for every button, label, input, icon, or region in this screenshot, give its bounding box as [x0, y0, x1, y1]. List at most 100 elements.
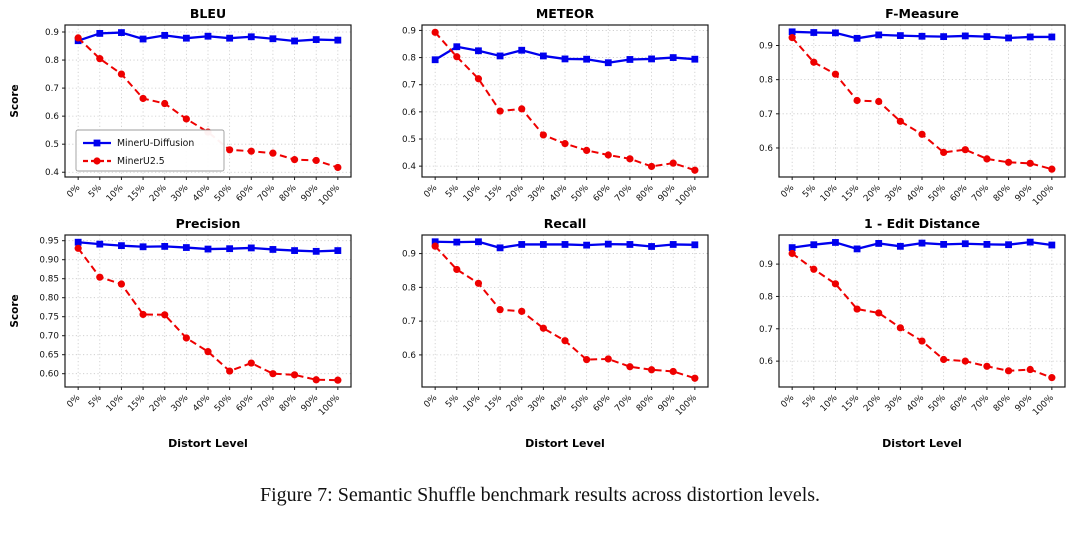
y-tick-label: 0.95 — [39, 237, 59, 247]
y-tick-label: 0.60 — [39, 370, 59, 380]
x-tick-label: 5% — [801, 183, 818, 200]
tick-labels: 0.600.650.700.750.800.850.900.950% 5% 10% 1… — [39, 237, 342, 418]
y-axis-label: Score — [9, 294, 21, 327]
x-tick-label: 20% — [148, 393, 169, 414]
y-tick-label: 0.75 — [39, 313, 59, 323]
axis-ticks — [776, 263, 1053, 390]
x-tick-label: 70% — [613, 183, 634, 204]
x-tick-label: 0% — [65, 393, 82, 410]
x-tick-label: 40% — [191, 393, 212, 414]
tick-labels: 0.60.70.80.90% 5% 10% 15% 20% 30% 40% 50% 60% 70%… — [402, 250, 699, 418]
x-tick-label: 10% — [462, 183, 483, 204]
y-tick-label: 0.70 — [39, 332, 59, 342]
x-tick-label: 10% — [104, 183, 125, 204]
x-tick-label: 5% — [444, 183, 461, 200]
series-MinerU2.5 — [788, 34, 1056, 173]
x-tick-label: 20% — [505, 183, 526, 204]
legend: MinerU-Diffusion MinerU2.5 — [75, 129, 225, 172]
chart-title: 1 - Edit Distance — [864, 216, 980, 231]
y-tick-label: 0.9 — [759, 260, 773, 270]
x-tick-label: 70% — [256, 183, 277, 204]
x-tick-label: 40% — [906, 183, 927, 204]
y-tick-label: 0.9 — [45, 28, 59, 38]
x-tick-label: 50% — [213, 393, 234, 414]
chart-recall: 0.6 0.7 0.8 0.9 0% 5% 10% 15% 20% 30% 40% 50% 60% 70%… — [361, 216, 718, 458]
series-MinerU2.5 — [74, 244, 342, 384]
x-tick-label: 5% — [444, 393, 461, 410]
chart-edit-distance: 0.6 0.7 0.8 0.9 0% 5% 10% 15% 20% 30% 40% 50% 60% 70%… — [719, 216, 1076, 458]
gridlines — [64, 235, 351, 387]
x-tick-label: 100% — [1031, 393, 1056, 418]
gridlines — [779, 235, 1066, 387]
chart-svg-edit-distance: 0.6 0.7 0.8 0.9 0% 5% 10% 15% 20% 30% 40% 50% 60% 70%… — [759, 216, 1066, 450]
x-tick-label: 50% — [213, 183, 234, 204]
x-axis-label: Distort Level — [525, 437, 605, 450]
y-tick-label: 0.4 — [45, 168, 59, 178]
series-MinerU2.5 — [788, 249, 1056, 382]
x-tick-label: 60% — [949, 183, 970, 204]
charts-grid: 0.4 0.5 0.6 0.7 0.8 0.9 0% 5% 10% 15% 20% 30% 40% 50%… — [4, 6, 1076, 458]
x-tick-label: 40% — [191, 183, 212, 204]
x-tick-label: 60% — [949, 393, 970, 414]
x-tick-label: 100% — [317, 183, 342, 208]
series-MinerU-Diffusion — [431, 43, 699, 67]
chart-svg-precision: 0.600.650.700.750.800.850.900.950% 5% 10% 1… — [9, 216, 352, 450]
y-tick-label: 0.8 — [402, 54, 416, 64]
x-tick-label: 5% — [87, 183, 104, 200]
x-tick-label: 15% — [483, 183, 504, 204]
y-tick-label: 0.8 — [759, 292, 773, 302]
x-tick-label: 50% — [570, 183, 591, 204]
gridlines — [779, 25, 1066, 177]
chart-meteor: 0.4 0.5 0.6 0.7 0.8 0.9 0% 5% 10% 15% 20% 30% 40% 50%… — [361, 6, 718, 216]
x-tick-label: 30% — [527, 393, 548, 414]
series-MinerU-Diffusion — [74, 29, 341, 45]
x-tick-label: 60% — [591, 393, 612, 414]
x-tick-label: 15% — [126, 393, 147, 414]
y-tick-label: 0.90 — [39, 256, 59, 266]
x-tick-label: 80% — [635, 393, 656, 414]
x-tick-label: 60% — [234, 393, 255, 414]
y-tick-label: 0.7 — [402, 81, 416, 91]
x-tick-label: 0% — [422, 183, 439, 200]
axis-ticks — [61, 31, 339, 180]
x-tick-label: 50% — [927, 393, 948, 414]
x-tick-label: 0% — [780, 393, 797, 410]
x-tick-label: 80% — [277, 393, 298, 414]
x-tick-label: 10% — [819, 183, 840, 204]
x-tick-label: 0% — [65, 183, 82, 200]
x-tick-label: 30% — [884, 393, 905, 414]
y-tick-label: 0.5 — [45, 140, 59, 150]
x-tick-label: 30% — [169, 183, 190, 204]
chart-svg-bleu: 0.4 0.5 0.6 0.7 0.8 0.9 0% 5% 10% 15% 20% 30% 40% 50%… — [9, 6, 352, 208]
x-tick-label: 100% — [674, 183, 699, 208]
legend-label: MinerU2.5 — [117, 156, 165, 167]
x-tick-label: 20% — [505, 393, 526, 414]
series-MinerU-Diffusion — [789, 238, 1056, 253]
x-tick-label: 40% — [906, 393, 927, 414]
chart-title: METEOR — [536, 6, 595, 21]
x-tick-label: 40% — [548, 393, 569, 414]
x-tick-label: 100% — [1031, 183, 1056, 208]
x-tick-label: 15% — [841, 393, 862, 414]
y-tick-label: 0.65 — [39, 351, 59, 361]
y-tick-label: 0.85 — [39, 275, 59, 285]
x-tick-label: 100% — [674, 393, 699, 418]
axis-ticks — [61, 240, 339, 390]
x-tick-label: 0% — [780, 183, 797, 200]
x-tick-label: 10% — [104, 393, 125, 414]
x-tick-label: 20% — [862, 393, 883, 414]
axis-ticks — [418, 29, 696, 180]
chart-svg-recall: 0.6 0.7 0.8 0.9 0% 5% 10% 15% 20% 30% 40% 50% 60% 70%… — [402, 216, 709, 450]
tick-labels: 0.60.70.80.90% 5% 10% 15% 20% 30% 40% 50% 60% 70%… — [759, 41, 1056, 207]
y-tick-label: 0.7 — [45, 84, 59, 94]
x-axis-label: Distort Level — [883, 437, 963, 450]
y-axis-label: Score — [9, 84, 21, 117]
x-tick-label: 30% — [884, 183, 905, 204]
y-tick-label: 0.6 — [759, 357, 773, 367]
series-MinerU-Diffusion — [431, 238, 699, 252]
y-tick-label: 0.6 — [402, 351, 416, 361]
y-tick-label: 0.9 — [759, 41, 773, 51]
x-tick-label: 40% — [548, 183, 569, 204]
y-tick-label: 0.6 — [45, 112, 59, 122]
